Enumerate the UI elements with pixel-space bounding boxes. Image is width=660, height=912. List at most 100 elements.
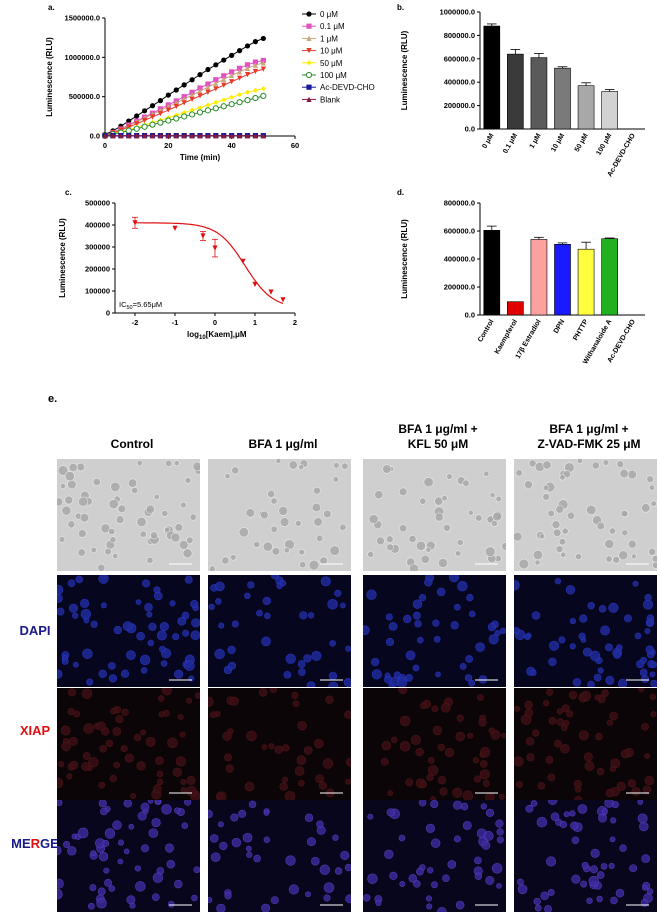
cell <box>426 903 433 910</box>
cell <box>532 549 543 560</box>
micrograph-xiap-3 <box>514 688 657 800</box>
cell <box>415 747 424 757</box>
cell <box>536 816 548 828</box>
cell <box>261 636 271 647</box>
cell <box>611 801 619 809</box>
data-point <box>244 133 251 139</box>
cell <box>387 790 394 796</box>
cell <box>605 788 614 798</box>
cell <box>303 746 313 755</box>
data-point <box>165 107 171 113</box>
cell <box>173 460 180 467</box>
cell <box>525 804 534 813</box>
data-point <box>252 281 258 287</box>
cell <box>208 603 215 611</box>
cell <box>323 882 335 893</box>
cell <box>296 755 307 765</box>
category-label: 10 μM <box>550 132 566 153</box>
cell <box>596 895 603 903</box>
cell <box>467 732 474 739</box>
cell <box>76 462 86 472</box>
micrograph-image <box>57 575 200 687</box>
cell <box>371 669 382 680</box>
panel-a-letter: a. <box>48 3 55 12</box>
cell <box>641 722 649 731</box>
cell <box>208 897 213 904</box>
cell <box>80 598 90 608</box>
cell <box>456 714 464 722</box>
cell <box>135 599 142 605</box>
cell <box>278 505 289 516</box>
cell <box>146 611 153 618</box>
cell <box>431 705 439 713</box>
cell <box>248 800 257 809</box>
cell <box>164 843 174 853</box>
cell <box>410 734 421 745</box>
cell <box>256 609 263 617</box>
cell <box>136 631 145 641</box>
cell <box>475 514 483 522</box>
data-point <box>236 133 243 139</box>
data-point <box>118 133 124 139</box>
cell <box>580 690 592 702</box>
cell <box>90 620 98 628</box>
data-point <box>220 103 227 110</box>
legend-label: 1 μM <box>320 34 338 43</box>
y-tick-label: 200000 <box>85 265 110 274</box>
x-axis-label: log10[Kaem],μM <box>187 330 247 341</box>
cell <box>613 650 622 659</box>
cell <box>142 579 151 588</box>
category-label: 1 μM <box>529 132 543 149</box>
cell <box>246 730 257 742</box>
data-point <box>252 39 259 45</box>
data-point <box>229 52 235 58</box>
cell <box>57 593 63 603</box>
cell <box>437 557 448 568</box>
cell <box>472 757 480 764</box>
cell <box>551 520 561 530</box>
cell <box>559 474 566 481</box>
cell <box>153 784 162 794</box>
data-point <box>204 107 212 114</box>
panel-e-letter: e. <box>48 393 58 405</box>
category-label: 100 μM <box>595 132 613 156</box>
cell <box>67 688 77 697</box>
y-tick-label: 800000.0 <box>444 199 475 208</box>
cell <box>159 645 166 653</box>
cell <box>418 594 427 602</box>
micrograph-image <box>514 575 657 687</box>
micrograph-brightfield-3 <box>514 459 657 571</box>
data-point <box>126 124 132 130</box>
cell <box>643 599 654 610</box>
cell <box>313 486 321 495</box>
cell <box>555 545 564 553</box>
cell <box>78 496 89 507</box>
series-7 <box>102 133 266 139</box>
cell <box>539 533 545 540</box>
category-label: 0 μM <box>481 132 495 149</box>
cell <box>609 836 616 843</box>
cell <box>225 764 234 773</box>
cell <box>269 688 277 693</box>
cell <box>459 662 467 670</box>
cell <box>97 563 106 571</box>
data-point <box>149 121 156 128</box>
cell <box>161 509 169 517</box>
micrograph-merge-3 <box>514 800 657 912</box>
data-point <box>197 105 203 111</box>
cell <box>311 502 322 513</box>
cell <box>389 871 398 880</box>
cell <box>385 637 395 647</box>
cell <box>172 633 180 641</box>
cell <box>436 587 446 597</box>
cell <box>180 787 187 793</box>
cell <box>398 487 408 497</box>
data-point <box>205 81 211 87</box>
cell <box>105 739 114 747</box>
y-tick-label: 500000.0 <box>69 92 100 101</box>
cell <box>126 895 136 905</box>
data-point <box>213 77 219 83</box>
data-point <box>133 125 140 132</box>
cell <box>363 894 371 902</box>
cell <box>615 888 625 898</box>
